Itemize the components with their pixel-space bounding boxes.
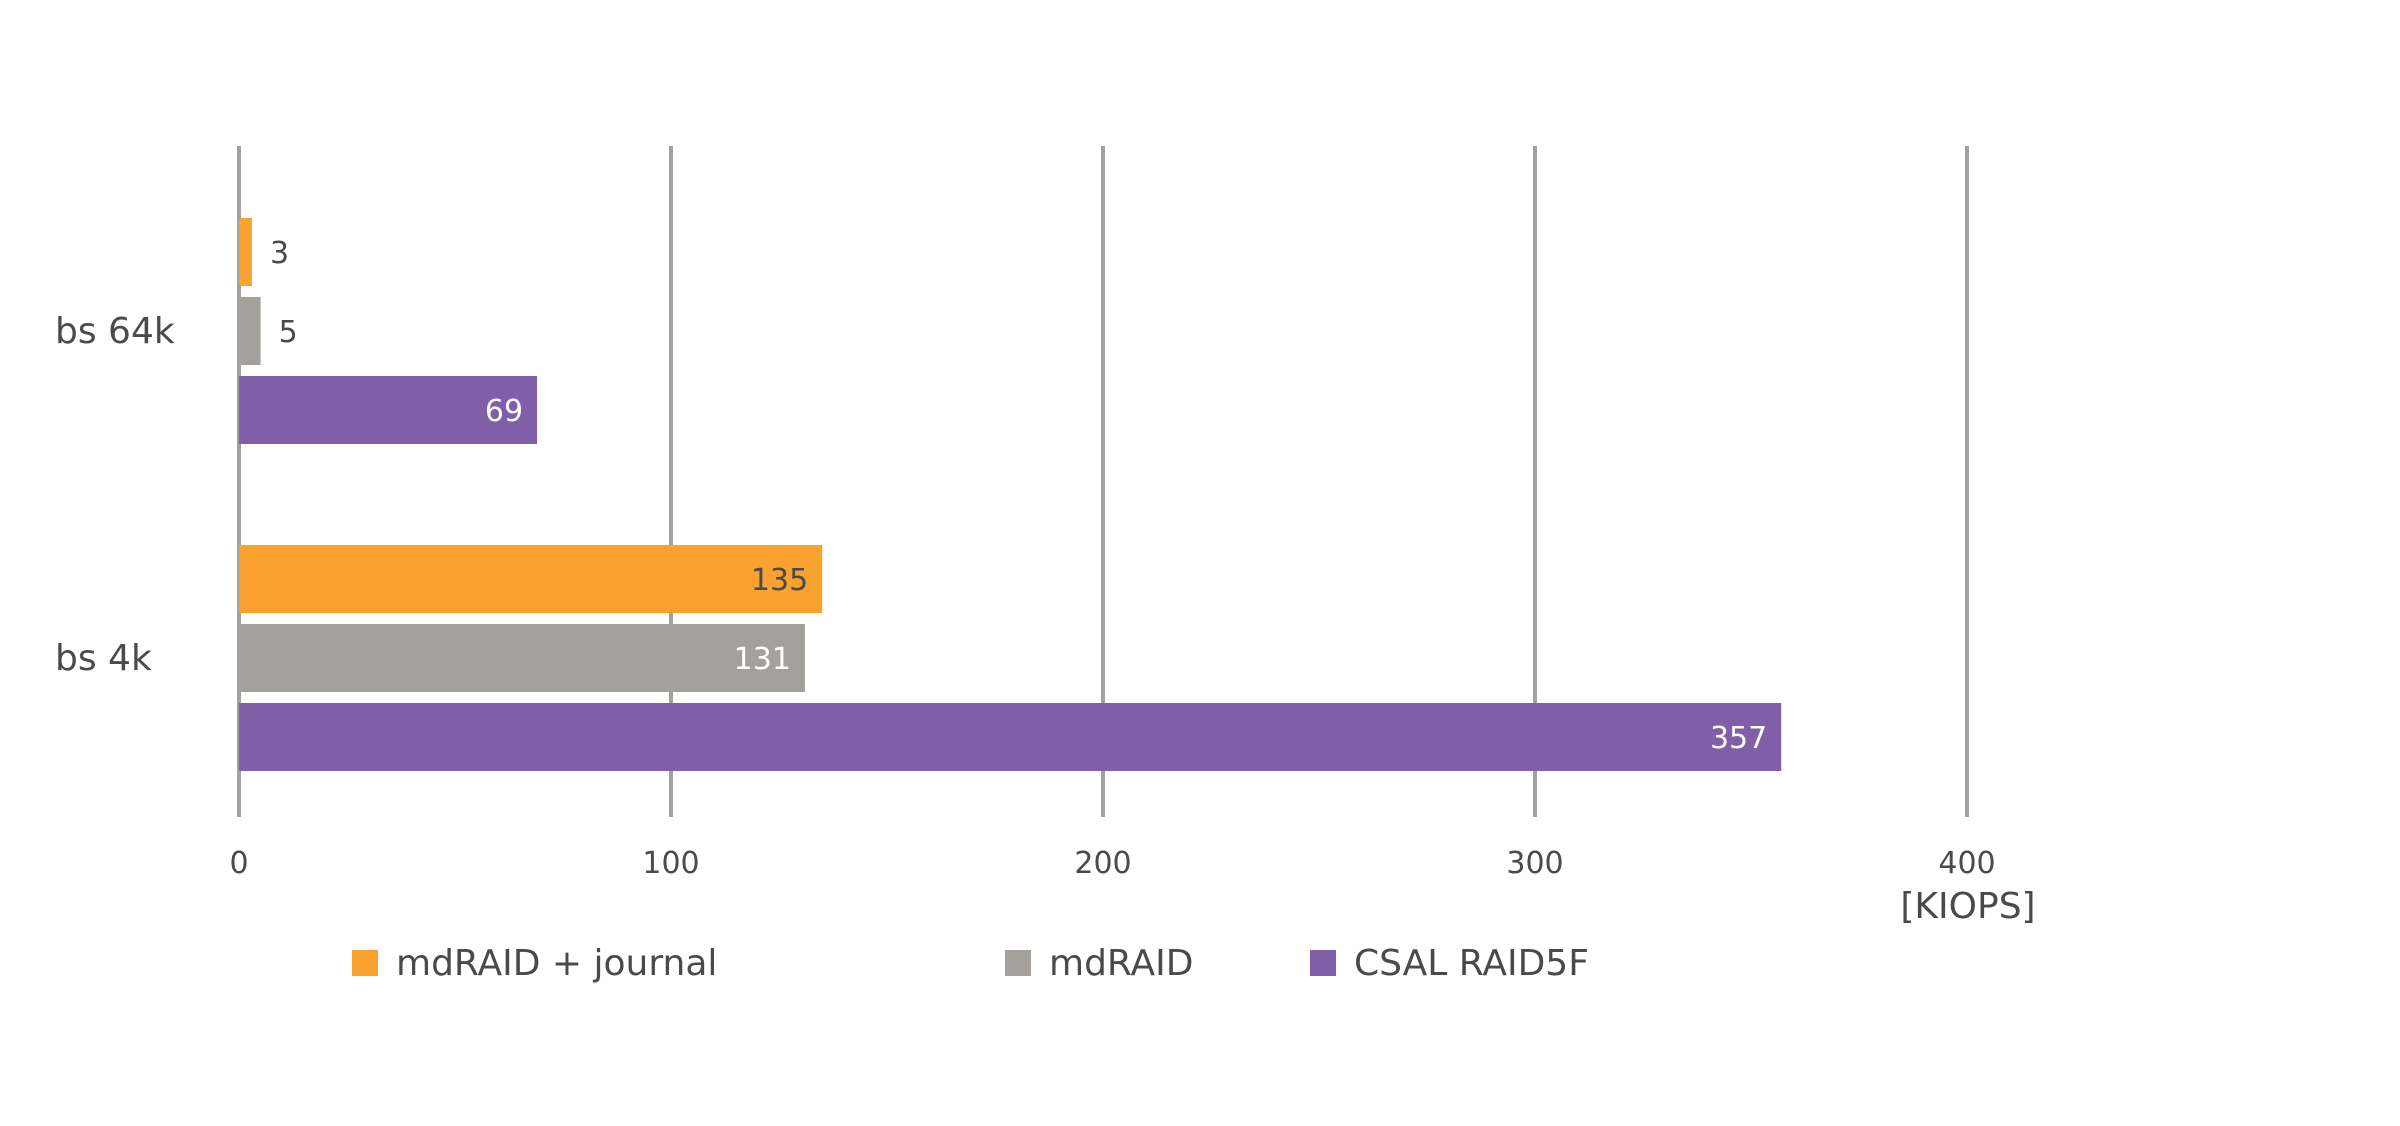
x-axis-label: [KIOPS] [1900,886,2035,927]
data-label: 69 [485,394,523,429]
legend-swatch [1310,950,1336,976]
x-tick-label: 400 [1938,846,1995,881]
data-label: 135 [751,563,808,598]
category-labels: bs 64k bs 4k [55,311,175,679]
bar [239,624,805,692]
x-tick-labels: 0 100 200 300 400 [229,846,1995,881]
legend-label: mdRAID [1049,943,1193,984]
data-label: 357 [1710,721,1767,756]
category-label: bs 64k [55,311,175,352]
bars: 3 5 69 135 131 357 [239,218,1782,771]
data-label: 3 [270,236,289,271]
x-tick-label: 200 [1074,846,1131,881]
x-tick-label: 0 [229,846,248,881]
bar [239,297,261,365]
bar [239,703,1782,771]
legend: mdRAID + journal mdRAID CSAL RAID5F [352,943,1589,984]
legend-label: mdRAID + journal [396,943,717,984]
bar [239,545,823,613]
bar [239,218,252,286]
legend-label: CSAL RAID5F [1354,943,1589,984]
legend-swatch [352,950,378,976]
x-tick-label: 300 [1506,846,1563,881]
data-label: 5 [279,315,298,350]
data-label: 131 [734,642,791,677]
x-tick-label: 100 [642,846,699,881]
category-label: bs 4k [55,638,152,679]
legend-swatch [1005,950,1031,976]
bar [239,376,538,444]
